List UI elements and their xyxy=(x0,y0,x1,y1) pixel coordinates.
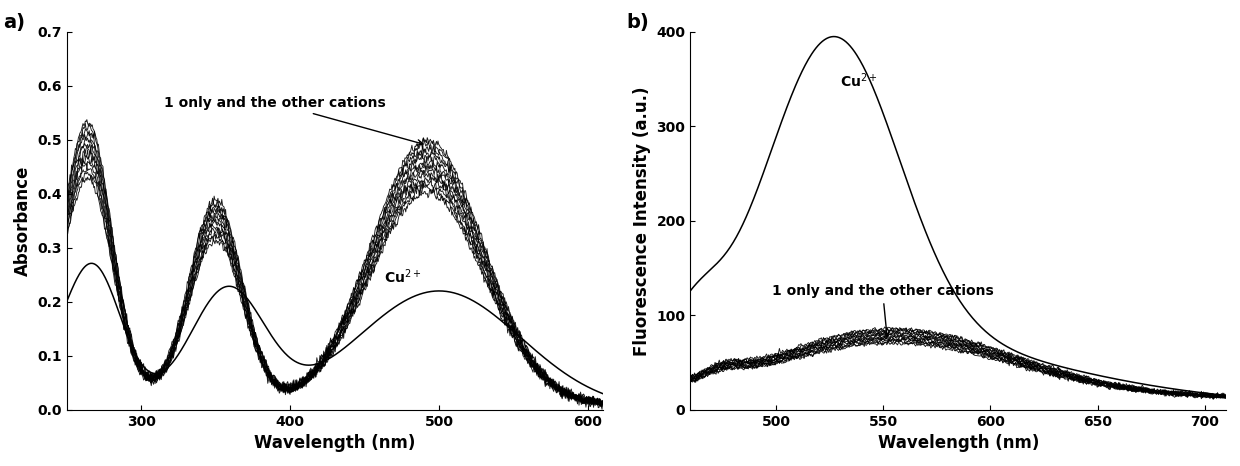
Text: Cu$^{2+}$: Cu$^{2+}$ xyxy=(841,71,878,89)
Text: a): a) xyxy=(2,13,25,32)
Text: 1 only and the other cations: 1 only and the other cations xyxy=(771,284,993,336)
Y-axis label: Absorbance: Absorbance xyxy=(14,165,32,276)
X-axis label: Wavelength (nm): Wavelength (nm) xyxy=(878,434,1039,452)
Text: Cu$^{2+}$: Cu$^{2+}$ xyxy=(384,267,422,286)
Text: 1 only and the other cations: 1 only and the other cations xyxy=(165,96,423,145)
Y-axis label: Fluorescence Intensity (a.u.): Fluorescence Intensity (a.u.) xyxy=(632,86,651,356)
X-axis label: Wavelength (nm): Wavelength (nm) xyxy=(254,434,415,452)
Text: b): b) xyxy=(626,13,649,32)
